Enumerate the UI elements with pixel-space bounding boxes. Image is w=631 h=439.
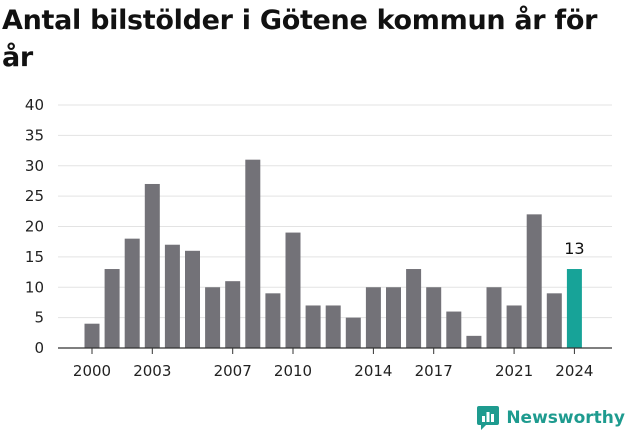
bar-highlight bbox=[566, 269, 582, 348]
bar bbox=[466, 335, 482, 348]
y-tick-label: 20 bbox=[25, 218, 44, 236]
x-tick-label: 2017 bbox=[415, 362, 453, 380]
y-tick-label: 10 bbox=[25, 278, 44, 296]
y-axis-ticks: 0 5 10 15 20 25 30 35 40 bbox=[25, 96, 44, 357]
bars bbox=[84, 159, 582, 348]
y-tick-label: 5 bbox=[34, 309, 44, 327]
bar bbox=[365, 287, 381, 348]
bar bbox=[546, 293, 562, 348]
data-labels: 13 bbox=[564, 239, 584, 258]
bar bbox=[426, 287, 442, 348]
x-tick-label: 2021 bbox=[495, 362, 533, 380]
bar bbox=[345, 317, 361, 348]
y-tick-label: 30 bbox=[25, 157, 44, 175]
y-tick-label: 40 bbox=[25, 96, 44, 114]
x-tick-label: 2007 bbox=[214, 362, 252, 380]
x-tick-label: 2014 bbox=[354, 362, 392, 380]
bar bbox=[386, 287, 401, 348]
x-tick-label: 2024 bbox=[555, 362, 593, 380]
y-tick-label: 0 bbox=[34, 339, 44, 357]
bar bbox=[245, 159, 261, 348]
bar bbox=[225, 281, 241, 348]
bar bbox=[305, 305, 321, 348]
x-axis-ticks: 2000 2003 2007 2010 2014 2017 2021 2024 bbox=[73, 348, 593, 380]
bar bbox=[185, 250, 200, 348]
brand-name: Newsworthy bbox=[506, 408, 625, 428]
bar bbox=[446, 311, 462, 348]
bar bbox=[506, 305, 522, 348]
bar bbox=[325, 305, 341, 348]
bar bbox=[124, 238, 140, 348]
bar bbox=[84, 323, 100, 348]
y-tick-label: 15 bbox=[25, 248, 44, 266]
x-tick-label: 2010 bbox=[274, 362, 312, 380]
brand: Newsworthy bbox=[476, 405, 625, 431]
bar bbox=[205, 287, 221, 348]
bar bbox=[144, 183, 160, 348]
bar bbox=[486, 287, 502, 348]
bar bbox=[265, 293, 281, 348]
bar bbox=[526, 214, 542, 348]
bar bbox=[406, 269, 422, 348]
bar bbox=[285, 232, 301, 348]
bar bbox=[104, 269, 120, 348]
x-tick-label: 2000 bbox=[73, 362, 111, 380]
x-tick-label: 2003 bbox=[133, 362, 171, 380]
y-tick-label: 35 bbox=[25, 126, 44, 144]
data-label: 13 bbox=[564, 239, 584, 258]
bar bbox=[164, 244, 180, 348]
y-tick-label: 25 bbox=[25, 187, 44, 205]
chart-title: Antal bilstölder i Götene kommun år för … bbox=[2, 5, 598, 73]
newsworthy-logo-icon bbox=[477, 406, 500, 430]
